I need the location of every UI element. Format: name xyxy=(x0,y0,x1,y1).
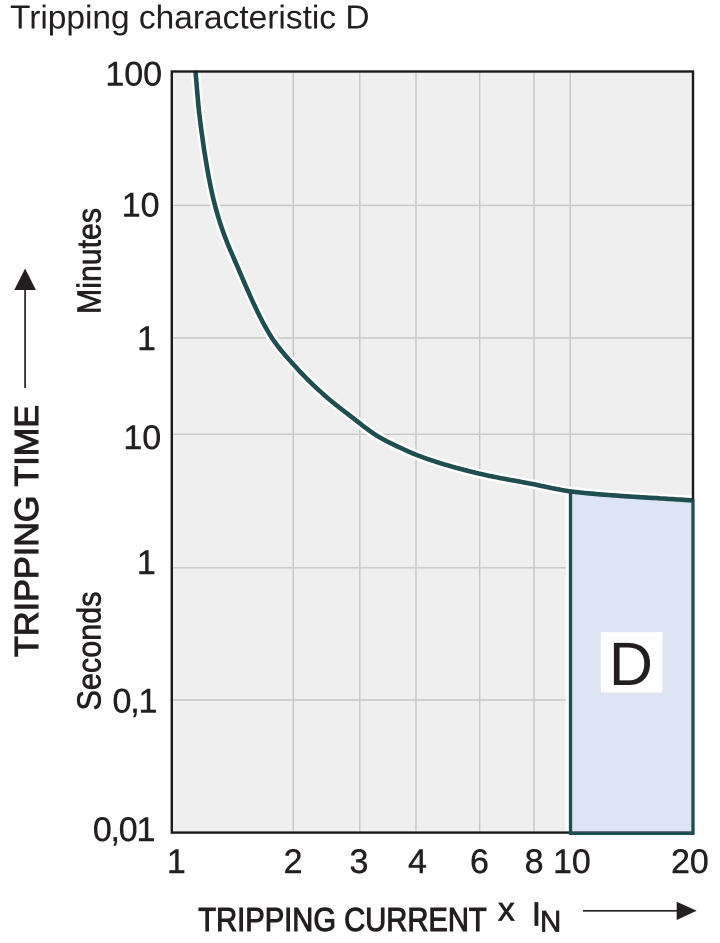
svg-text:Seconds: Seconds xyxy=(72,592,109,711)
svg-text:6: 6 xyxy=(470,843,489,881)
svg-text:8: 8 xyxy=(525,843,544,881)
svg-text:100: 100 xyxy=(105,56,162,94)
svg-text:I: I xyxy=(532,896,541,933)
svg-text:20: 20 xyxy=(671,843,709,881)
svg-text:Tripping characteristic D: Tripping characteristic D xyxy=(10,0,370,37)
svg-text:0,01: 0,01 xyxy=(93,811,155,849)
svg-text:10: 10 xyxy=(553,843,591,881)
svg-text:0,1: 0,1 xyxy=(113,682,157,720)
svg-text:1: 1 xyxy=(167,843,186,881)
svg-text:2: 2 xyxy=(284,843,303,881)
svg-text:1: 1 xyxy=(137,320,156,358)
svg-text:D: D xyxy=(609,630,653,698)
svg-text:4: 4 xyxy=(408,843,427,881)
svg-text:TRIPPING CURRENT: TRIPPING CURRENT xyxy=(198,902,487,939)
svg-text:3: 3 xyxy=(349,843,368,881)
svg-text:N: N xyxy=(540,906,561,939)
svg-text:10: 10 xyxy=(123,419,161,457)
svg-text:10: 10 xyxy=(122,187,160,225)
svg-text:x: x xyxy=(498,892,515,929)
svg-text:Minutes: Minutes xyxy=(72,208,109,314)
svg-text:1: 1 xyxy=(137,544,156,582)
svg-text:TRIPPING TIME: TRIPPING TIME xyxy=(8,405,45,657)
